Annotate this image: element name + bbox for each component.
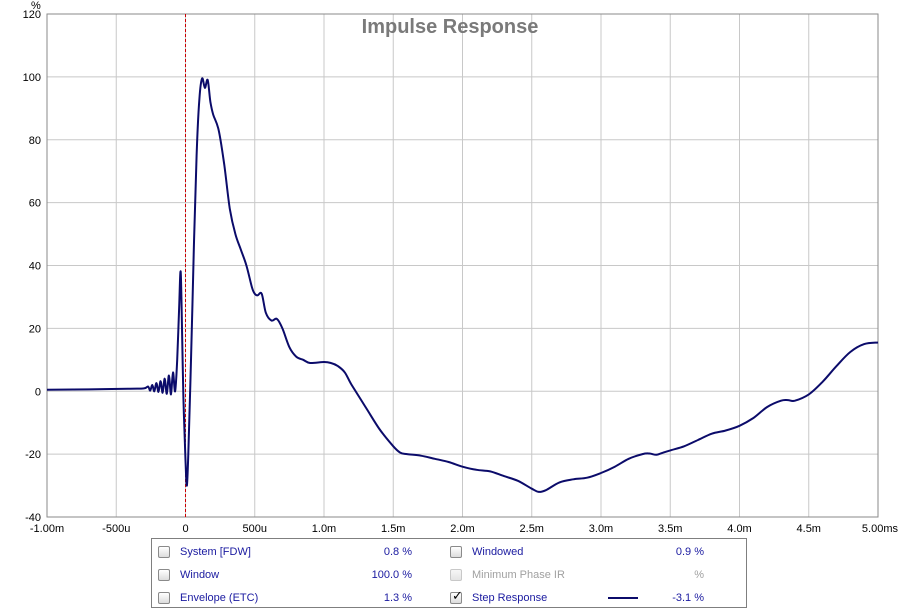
y-tick-label: 60 <box>29 198 41 210</box>
x-tick-label: 3.0m <box>589 523 613 535</box>
legend-item-envelope-etc[interactable]: Envelope (ETC) <box>158 587 258 609</box>
checkbox[interactable] <box>158 546 170 558</box>
x-tick-label: 5.00ms <box>862 523 899 535</box>
y-tick-label: 40 <box>29 261 41 273</box>
y-tick-label: -40 <box>25 512 41 524</box>
x-tick-label: 500u <box>243 523 267 535</box>
legend-row: Envelope (ETC) 1.3 % ✓ Step Response -3.… <box>152 587 746 609</box>
y-tick-labels: -40 -20 0 20 40 60 80 100 120 <box>23 9 41 524</box>
legend-row: System [FDW] 0.8 % Windowed 0.9 % <box>152 541 746 563</box>
legend-label: Windowed <box>472 546 524 558</box>
impulse-response-chart: -40 -20 0 20 40 60 80 100 120 -1.00m -500u 0 500u 1.… <box>23 0 899 535</box>
y-tick-label: -20 <box>25 449 41 461</box>
series-line-step-response <box>46 77 879 493</box>
checkbox-disabled <box>450 569 462 581</box>
x-tick-label: -1.00m <box>30 523 64 535</box>
checkbox-checked[interactable]: ✓ <box>450 589 463 604</box>
x-tick-label: 4.0m <box>727 523 751 535</box>
grid <box>46 13 879 518</box>
checkbox[interactable] <box>158 569 170 581</box>
series-layer <box>46 77 879 493</box>
x-tick-label: 2.5m <box>520 523 544 535</box>
y-tick-label: 0 <box>35 386 41 398</box>
x-tick-label: 0 <box>182 523 188 535</box>
legend-value: 100.0 % <box>371 569 412 581</box>
legend-value: 0.9 % <box>675 546 704 558</box>
legend-value: -3.1 % <box>672 592 704 604</box>
legend-label: System [FDW] <box>180 546 251 558</box>
checkbox[interactable] <box>158 592 170 604</box>
y-axis-unit-label: % <box>31 0 41 12</box>
x-tick-label: 3.5m <box>658 523 682 535</box>
y-tick-label: 120 <box>23 9 41 21</box>
y-tick-label: 80 <box>29 135 41 147</box>
legend-label: Window <box>180 569 220 581</box>
legend-value: % <box>694 569 704 581</box>
legend-row: Window 100.0 % Minimum Phase IR % <box>152 564 746 586</box>
checkmark-icon: ✓ <box>452 589 463 604</box>
legend-item-system-fdw[interactable]: System [FDW] <box>158 541 251 563</box>
legend-value: 0.8 % <box>383 546 412 558</box>
x-tick-label: -500u <box>102 523 130 535</box>
x-tick-label: 1.0m <box>312 523 336 535</box>
x-tick-label: 4.5m <box>797 523 821 535</box>
x-tick-label: 1.5m <box>381 523 405 535</box>
legend-line-swatch <box>608 597 638 599</box>
legend-item-window[interactable]: Window <box>158 564 219 586</box>
checkbox[interactable] <box>450 546 462 558</box>
legend-item-step-response[interactable]: ✓ Step Response <box>450 587 547 609</box>
legend-item-minimum-phase-ir: Minimum Phase IR <box>450 564 565 586</box>
legend-value: 1.3 % <box>383 592 412 604</box>
legend-label: Minimum Phase IR <box>472 569 565 581</box>
legend-item-windowed[interactable]: Windowed <box>450 541 523 563</box>
x-tick-labels: -1.00m -500u 0 500u 1.0m 1.5m 2.0m 2.5m 3.0m 3.5m… <box>30 523 899 535</box>
legend-label: Envelope (ETC) <box>180 592 259 604</box>
legend-panel: System [FDW] 0.8 % Windowed 0.9 % Window… <box>151 538 747 608</box>
y-tick-label: 20 <box>29 323 41 335</box>
y-tick-label: 100 <box>23 72 41 84</box>
plot-frame <box>46 13 879 518</box>
legend-label: Step Response <box>472 592 548 604</box>
x-tick-label: 2.0m <box>450 523 474 535</box>
chart-title: Impulse Response <box>362 16 539 38</box>
